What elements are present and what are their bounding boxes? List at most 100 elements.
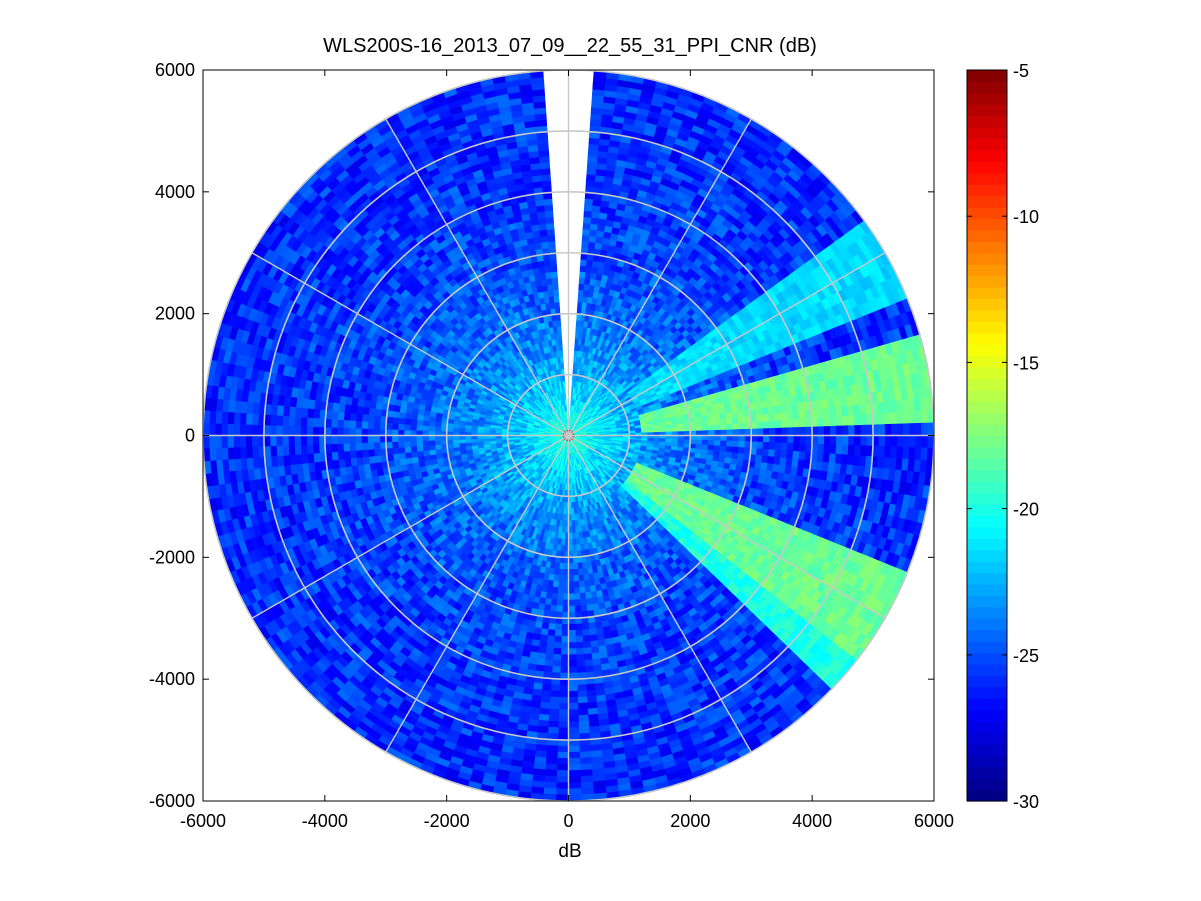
cnr-cell [726,440,734,448]
cnr-cell [762,441,770,450]
cnr-cell [914,447,922,461]
cnr-cell [799,418,807,428]
cnr-cell [583,210,593,218]
cnr-cell [792,443,801,452]
cnr-cell [896,411,904,425]
cnr-cell [584,591,592,600]
cnr-cell [816,408,825,419]
cnr-cell [731,411,739,419]
cnr-cell [707,419,715,427]
cnr-cell [915,422,923,436]
cnr-cell [702,435,709,441]
cnr-cell [823,416,831,427]
cnr-cell [884,412,892,425]
cnr-cell [732,429,740,436]
cnr-cell [860,424,868,436]
cnr-cell [786,419,795,429]
cnr-cell [823,426,831,436]
cnr-cell [775,427,783,436]
cnr-cell [695,425,703,432]
cnr-cell [713,445,721,452]
cnr-cell [847,415,855,427]
cnr-cell [884,423,892,436]
cnr-cell [708,430,716,436]
cnr-cell [578,277,586,285]
cnr-cell [756,441,764,450]
cnr-cell [725,417,733,425]
cnr-cell [836,425,843,436]
cnr-cell [756,421,764,430]
cnr-cell [847,444,855,456]
cnr-cell [731,452,739,460]
cnr-cell [588,235,597,243]
cnr-cell [841,444,849,456]
cnr-cell [828,453,837,464]
cnr-cell [583,204,594,212]
cnr-cell [584,585,591,594]
cnr-cell [582,228,591,236]
cnr-cell [732,440,740,448]
cnr-cell [665,427,673,433]
cnr-cell [781,427,789,436]
cnr-cell [792,410,800,421]
cnr-cell [786,442,795,452]
cnr-cell [701,439,709,446]
cnr-cell [581,234,590,242]
cnr-cell [896,435,904,448]
cnr-cell [792,450,800,461]
cnr-cell [840,454,849,466]
cnr-cell [823,444,831,455]
cnr-cell [908,410,916,424]
cnr-cells [203,70,934,801]
cnr-cell [588,628,597,636]
cnr-cell [884,435,892,448]
cnr-cell [671,423,679,429]
cnr-cell [720,424,728,431]
cnr-cell [582,222,592,230]
cnr-cell [720,429,728,436]
cnr-cell [786,411,794,421]
cnr-cell [774,442,782,451]
cnr-cell [823,435,831,445]
cnr-cell [780,412,788,421]
cnr-cell [701,425,709,432]
cnr-cell [805,426,813,436]
cnr-cell [701,420,709,427]
cnr-cell [859,445,868,457]
cnr-cell [580,258,588,267]
cnr-cell [714,435,722,442]
cnr-cell [695,430,703,436]
cnr-cell [585,179,596,188]
cnr-cell [920,447,929,461]
cnr-cell [738,435,746,443]
cnr-cell [822,407,831,419]
cnr-cell [671,427,679,433]
cnr-cell [732,435,740,442]
cnr-cell [822,452,831,464]
cnr-cell [578,283,585,291]
cnr-cell [762,428,770,436]
cnr-cell [799,443,807,453]
cnr-cell [768,442,776,451]
cnr-cell [817,426,825,436]
cnr-cell [805,435,813,445]
cnr-cell [890,412,898,425]
cnr-cell [902,411,910,425]
cnr-cell [836,435,843,446]
cnr-cell [726,423,734,431]
cnr-cell [841,415,849,427]
cnr-cell [726,435,734,442]
cnr-cell [738,428,746,436]
cnr-cell [799,435,807,445]
cnr-cell [860,435,868,447]
cnr-cell [579,264,587,273]
cnr-cell [902,446,910,460]
cnr-cell [842,425,850,436]
cnr-cell [761,455,769,464]
cnr-cell [585,173,597,182]
cnr-cell [707,440,715,447]
cnr-cell [890,446,898,459]
cnr-cell [756,435,764,443]
cnr-cell [817,435,825,445]
cnr-cell [720,440,728,447]
